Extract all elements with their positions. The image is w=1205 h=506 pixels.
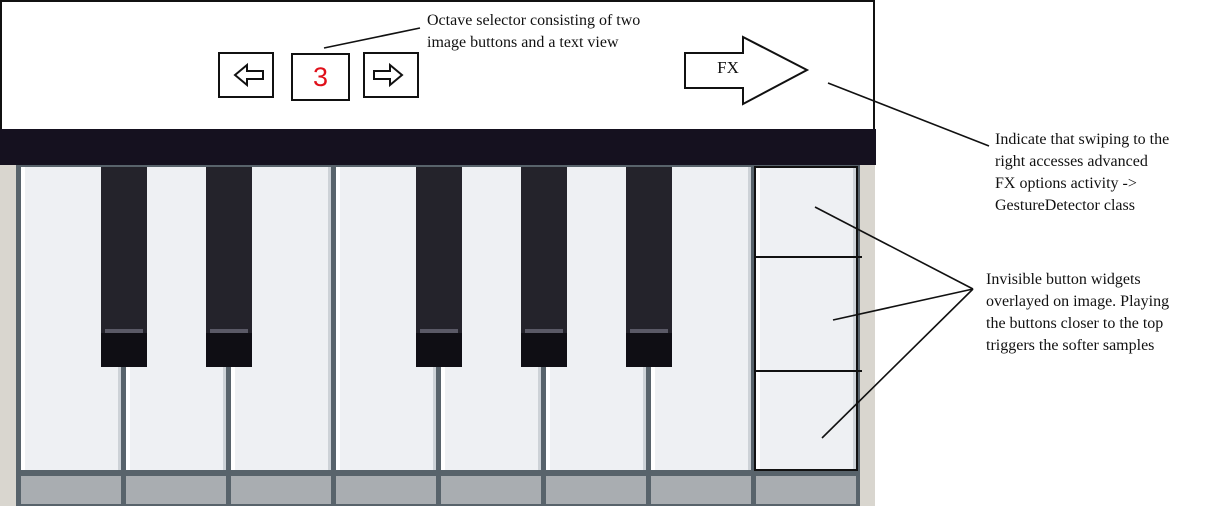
- white-key-base: [756, 476, 856, 504]
- black-key[interactable]: [101, 167, 147, 367]
- white-key-base: [546, 476, 646, 504]
- white-key-base: [231, 476, 331, 504]
- white-key-base: [336, 476, 436, 504]
- black-key-edge: [105, 329, 143, 333]
- black-key-tip: [206, 333, 252, 367]
- black-key[interactable]: [521, 167, 567, 367]
- fx-label: FX: [717, 58, 739, 77]
- left-arrow-icon: [233, 62, 264, 88]
- fx-arrow-icon[interactable]: [683, 35, 811, 107]
- white-key-base: [21, 476, 121, 504]
- black-key[interactable]: [626, 167, 672, 367]
- black-key-tip: [101, 333, 147, 367]
- right-arrow-icon: [373, 62, 404, 88]
- black-key-tip: [416, 333, 462, 367]
- black-key-tip: [626, 333, 672, 367]
- white-key-base: [651, 476, 751, 504]
- black-key[interactable]: [416, 167, 462, 367]
- velocity-note: Invisible button widgets overlayed on im…: [986, 271, 1170, 354]
- black-key-edge: [630, 329, 668, 333]
- black-key-edge: [525, 329, 563, 333]
- octave-value: 3: [291, 53, 350, 101]
- zone-divider: [756, 370, 862, 372]
- velocity-zone-group: [754, 166, 862, 471]
- black-key-tip: [521, 333, 567, 367]
- octave-down-button[interactable]: [218, 52, 274, 98]
- keyboard-top-band: [0, 129, 876, 165]
- octave-note: Octave selector consisting of two image …: [427, 12, 641, 51]
- white-key-base: [126, 476, 226, 504]
- fx-note: Indicate that swiping to the right acces…: [995, 131, 1170, 214]
- black-key-edge: [210, 329, 248, 333]
- black-key[interactable]: [206, 167, 252, 367]
- octave-up-button[interactable]: [363, 52, 419, 98]
- zone-divider: [756, 256, 862, 258]
- black-key-edge: [420, 329, 458, 333]
- white-key-base: [441, 476, 541, 504]
